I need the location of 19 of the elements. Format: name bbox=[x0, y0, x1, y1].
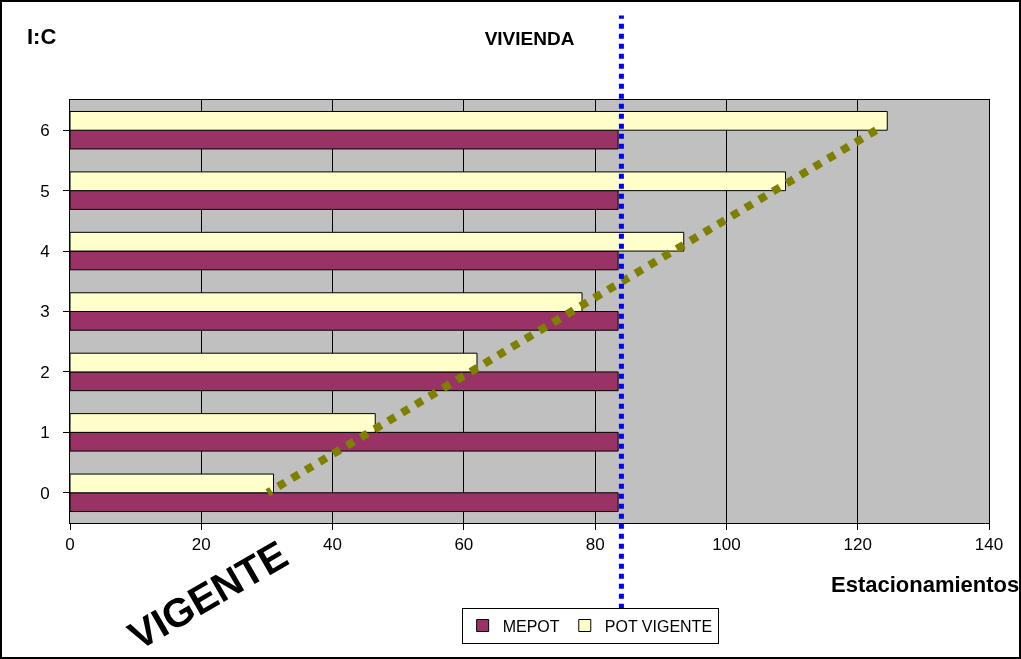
y-tick-label: 3 bbox=[40, 302, 50, 322]
y-tick-label: 6 bbox=[40, 121, 50, 141]
x-tick-label: 40 bbox=[323, 535, 343, 555]
x-tick-label: 140 bbox=[974, 535, 1004, 555]
x-tick-label: 120 bbox=[843, 535, 872, 555]
x-tick-label: 80 bbox=[585, 535, 605, 555]
legend-label: MEPOT bbox=[502, 617, 560, 635]
y-tick-label: 5 bbox=[40, 181, 50, 201]
x-tick-label: 100 bbox=[712, 535, 741, 555]
y-tick-label: 4 bbox=[40, 242, 50, 262]
y-tick-label: 0 bbox=[40, 483, 50, 503]
x-axis-title: Estacionamientos bbox=[831, 572, 1020, 597]
chart-title: VIVIENDA bbox=[484, 27, 575, 49]
y-tick-label: 1 bbox=[40, 423, 50, 443]
text: I:C bbox=[27, 24, 57, 49]
x-tick-label: 60 bbox=[454, 535, 474, 555]
y-tick-label: 2 bbox=[40, 362, 50, 382]
x-tick-label: 0 bbox=[65, 535, 75, 555]
legend-label: POT VIGENTE bbox=[604, 617, 713, 635]
